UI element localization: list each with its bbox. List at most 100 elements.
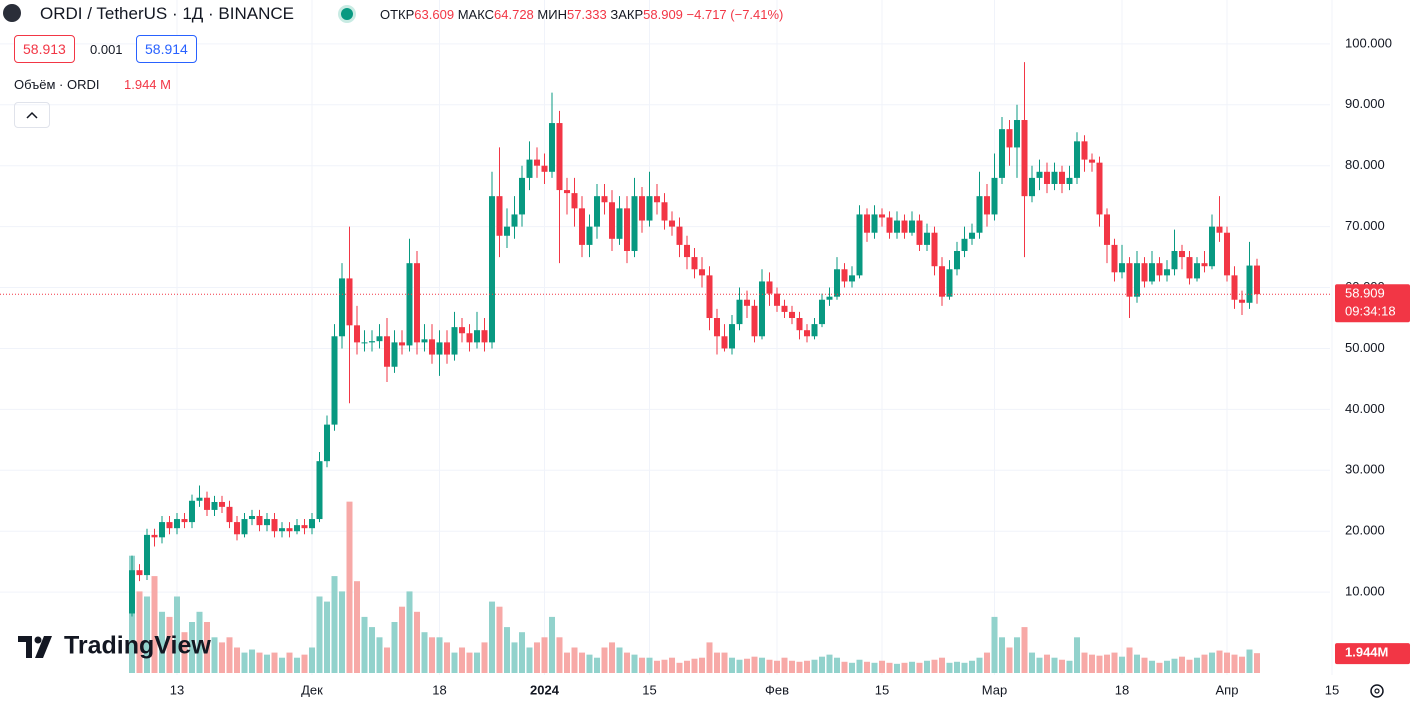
volume-bar xyxy=(1029,652,1035,673)
volume-bar xyxy=(204,622,210,673)
volume-bar xyxy=(1104,654,1110,673)
candle-body xyxy=(264,519,270,526)
volume-bar xyxy=(549,616,555,673)
volume-bar xyxy=(796,661,803,673)
candle-body xyxy=(489,196,495,343)
candle-body xyxy=(556,123,563,191)
candle-body xyxy=(714,318,720,337)
candle-body xyxy=(774,293,780,306)
candle-body xyxy=(661,202,668,221)
volume-bar xyxy=(579,652,585,673)
candle-body xyxy=(976,196,983,233)
candle-body xyxy=(159,522,165,538)
y-tick-label: 10.000 xyxy=(1345,584,1385,599)
settings-button[interactable] xyxy=(1370,684,1384,698)
volume-bar xyxy=(159,611,165,673)
volume-bar xyxy=(856,659,863,673)
candle-body xyxy=(459,327,465,334)
volume-bar xyxy=(706,642,713,673)
y-tick-label: 50.000 xyxy=(1345,340,1385,355)
volume-bar xyxy=(1059,659,1065,673)
last-price-box xyxy=(1335,284,1410,323)
chevron[interactable] xyxy=(15,103,49,127)
candle-body xyxy=(504,226,510,236)
candle-body xyxy=(1029,177,1035,197)
volume-bar xyxy=(594,657,600,673)
volume-bar xyxy=(1246,649,1253,673)
buy-button[interactable]: 58.914 xyxy=(136,35,197,63)
volume-bar xyxy=(1224,652,1230,673)
x-tick-label: 2024 xyxy=(530,682,560,697)
candle-body xyxy=(346,278,353,326)
candle-body xyxy=(834,269,840,297)
candle-body xyxy=(624,208,630,251)
volume-bar xyxy=(1081,652,1088,673)
candle-body xyxy=(196,497,203,501)
candle-body xyxy=(436,342,443,355)
candle-body xyxy=(706,275,713,319)
candle-body xyxy=(1171,250,1178,270)
volume-bar xyxy=(481,642,488,673)
volume-bar xyxy=(1201,654,1208,673)
volume-bar xyxy=(1066,660,1073,673)
volume-bar xyxy=(294,657,300,673)
candle-body xyxy=(391,342,398,367)
chevron-path[interactable] xyxy=(26,111,38,119)
candle-body xyxy=(286,528,293,532)
candle-body xyxy=(421,339,428,343)
candle-body xyxy=(204,497,210,510)
volume-bar xyxy=(1141,657,1148,673)
candle-body xyxy=(1059,171,1065,184)
watermark-logo xyxy=(18,636,52,658)
candle-body xyxy=(781,305,788,312)
y-tick-label: 100.000 xyxy=(1345,35,1392,50)
sell-button[interactable]: 58.913 xyxy=(14,35,75,63)
candle-body xyxy=(909,220,915,233)
volume-bar xyxy=(436,637,443,673)
candle-body xyxy=(399,342,405,346)
candle-body xyxy=(901,220,908,233)
volume-bar xyxy=(781,657,788,673)
market-status[interactable] xyxy=(341,8,353,20)
candle-body xyxy=(684,244,690,258)
gear[interactable] xyxy=(1370,684,1384,698)
candle-body xyxy=(1186,257,1193,279)
volume-bar xyxy=(324,601,330,673)
logo-dot xyxy=(34,636,42,644)
candle-body xyxy=(1066,177,1073,184)
candle-body xyxy=(676,226,683,245)
volume-bar xyxy=(909,661,915,673)
candle-body xyxy=(729,324,735,349)
candle-body xyxy=(646,196,653,221)
volume-bar xyxy=(301,654,308,673)
symbol[interactable]: ORDI / TetherUS · 1Д · BINANCE xyxy=(40,4,294,23)
change: −4.717 (−7.41%) xyxy=(686,7,784,22)
candle-body xyxy=(721,336,728,349)
candle-body xyxy=(309,519,315,529)
candle-body xyxy=(1216,226,1223,233)
volume-bar xyxy=(226,637,233,673)
candle-body xyxy=(1096,162,1103,215)
candle-body xyxy=(549,123,555,172)
x-tick-label: Фев xyxy=(765,682,789,697)
volume-bar xyxy=(556,637,563,673)
volume-bar xyxy=(211,637,218,673)
volume-bar xyxy=(189,622,195,673)
candle-body xyxy=(1254,265,1260,295)
volume-bar xyxy=(736,659,743,673)
volume-bar xyxy=(1186,659,1193,673)
volume-bar xyxy=(376,637,383,673)
x-tick-label: 13 xyxy=(170,682,184,697)
collapse-button[interactable] xyxy=(14,102,50,128)
volume-bar xyxy=(256,652,263,673)
volume-bar xyxy=(676,662,683,673)
volume-bar xyxy=(984,652,990,673)
watermark: TradingView xyxy=(64,632,211,660)
volume-bar xyxy=(271,652,278,673)
candle-body xyxy=(414,263,420,343)
spread: 0.001 xyxy=(90,42,123,57)
volume-bar xyxy=(474,652,480,673)
gear-hub[interactable] xyxy=(1374,688,1380,694)
candle-body xyxy=(564,190,570,194)
